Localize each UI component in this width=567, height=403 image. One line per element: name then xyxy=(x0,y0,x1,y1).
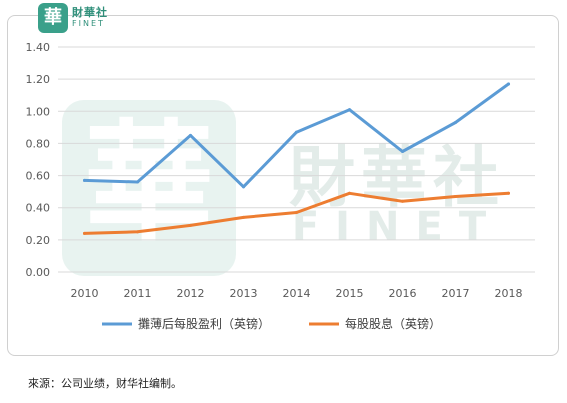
x-axis: 2010 2011 2012 2013 2014 2015 2016 2017 2018 xyxy=(71,287,523,300)
x-tick-label: 2014 xyxy=(283,287,311,300)
x-tick-label: 2010 xyxy=(71,287,99,300)
logo-brand-en: FINET xyxy=(72,19,105,28)
data-point xyxy=(401,199,404,203)
legend: 攤薄后每股盈利（英镑） 每股股息（英镑） xyxy=(102,316,441,331)
data-point xyxy=(401,149,404,153)
y-tick-label: 0.80 xyxy=(26,137,51,150)
legend-label-2: 每股股息（英镑） xyxy=(345,316,441,331)
data-point xyxy=(454,194,457,198)
grid xyxy=(58,46,535,273)
watermark: 華 財華社 FINET xyxy=(62,100,502,276)
y-axis: 0.00 0.20 0.40 0.60 0.80 1.00 1.20 1.40 xyxy=(26,41,51,279)
x-tick-label: 2015 xyxy=(336,287,364,300)
watermark-mark: 華 xyxy=(84,106,214,259)
data-point xyxy=(507,82,510,86)
data-point xyxy=(348,191,351,195)
y-tick-label: 0.20 xyxy=(26,234,51,247)
data-point xyxy=(295,130,298,134)
data-point xyxy=(454,121,457,125)
x-tick-label: 2013 xyxy=(230,287,258,300)
logo-mark: 華 xyxy=(38,3,68,33)
data-point xyxy=(189,133,192,137)
data-point xyxy=(189,223,192,227)
y-tick-label: 0.60 xyxy=(26,170,51,183)
data-point xyxy=(83,178,86,182)
y-tick-label: 0.00 xyxy=(26,266,51,279)
data-point xyxy=(242,215,245,219)
y-tick-label: 0.40 xyxy=(26,202,51,215)
legend-label-1: 攤薄后每股盈利（英镑） xyxy=(138,316,270,331)
series-lines xyxy=(83,82,510,235)
data-point xyxy=(136,230,139,234)
x-tick-label: 2017 xyxy=(442,287,470,300)
x-tick-label: 2018 xyxy=(495,287,523,300)
y-tick-label: 1.20 xyxy=(26,73,51,86)
logo: 華 財華社 FINET xyxy=(38,3,108,33)
logo-text: 財華社 FINET xyxy=(72,7,108,29)
logo-brand-cn: 財華社 xyxy=(72,6,108,19)
data-point xyxy=(242,185,245,189)
source-caption: 來源：公司业绩，财华社编制。 xyxy=(28,377,182,390)
data-point xyxy=(136,180,139,184)
x-tick-label: 2016 xyxy=(389,287,417,300)
data-point xyxy=(83,231,86,235)
data-point xyxy=(507,191,510,195)
x-tick-label: 2012 xyxy=(177,287,205,300)
watermark-text-en: FINET xyxy=(292,204,502,250)
data-point xyxy=(348,108,351,112)
x-tick-label: 2011 xyxy=(124,287,152,300)
y-tick-label: 1.00 xyxy=(26,105,51,118)
y-tick-label: 1.40 xyxy=(26,41,51,54)
data-point xyxy=(295,211,298,215)
